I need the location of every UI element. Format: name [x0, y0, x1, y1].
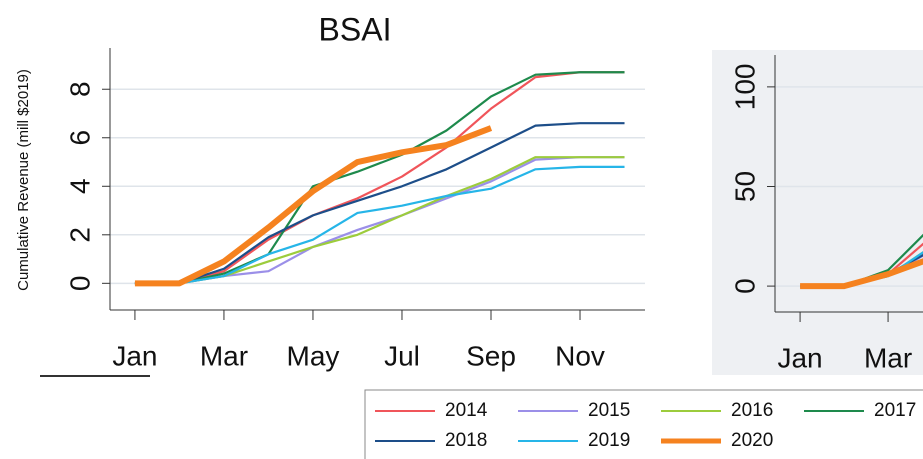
- y-axis-label: Cumulative Revenue (mill $2019): [15, 69, 32, 291]
- series-line: [134, 125, 493, 287]
- legend-label: 2016: [731, 400, 773, 421]
- legend: 2014 2015 2016 2017 2018 2019 2020: [375, 400, 916, 451]
- legend-label: 2019: [588, 430, 630, 451]
- legend-label: 2017: [874, 400, 916, 421]
- legend-label: 2018: [445, 430, 487, 451]
- x-tick-label: Jan: [112, 340, 157, 371]
- y-tick-label: 4: [64, 178, 95, 194]
- x-tick-label: Mar: [200, 340, 248, 371]
- legend-label: 2015: [588, 400, 630, 421]
- legend-label: 2014: [445, 400, 488, 421]
- y-tick-label: 6: [64, 130, 95, 146]
- series-line: [134, 165, 625, 285]
- plot-right: 0 50 100 Jan Mar: [729, 55, 923, 373]
- y-tick-label: 50: [729, 171, 760, 202]
- x-tick-label: Nov: [555, 340, 605, 371]
- y-tick-label: 100: [729, 64, 760, 111]
- x-tick-label: Sep: [466, 340, 516, 371]
- y-tick-label: 8: [64, 81, 95, 97]
- series-line: [134, 122, 625, 285]
- chart-title: BSAI: [319, 11, 392, 47]
- x-tick-label: Jan: [777, 342, 822, 373]
- y-tick-label: 0: [64, 276, 95, 292]
- plot-left: 0 2 4 6 8 Jan Mar May Jul Sep Nov: [64, 48, 645, 371]
- x-tick-label: May: [287, 340, 340, 371]
- x-tick-label: Jul: [384, 340, 420, 371]
- plot-area: [110, 48, 645, 310]
- legend-box: [364, 389, 923, 459]
- legend-label: 2020: [731, 430, 773, 451]
- y-tick-label: 2: [64, 227, 95, 243]
- x-tick-label: Mar: [864, 342, 912, 373]
- y-tick-label: 0: [729, 278, 760, 294]
- series-line: [134, 71, 625, 285]
- series-line: [134, 71, 625, 285]
- series-line: [800, 258, 923, 290]
